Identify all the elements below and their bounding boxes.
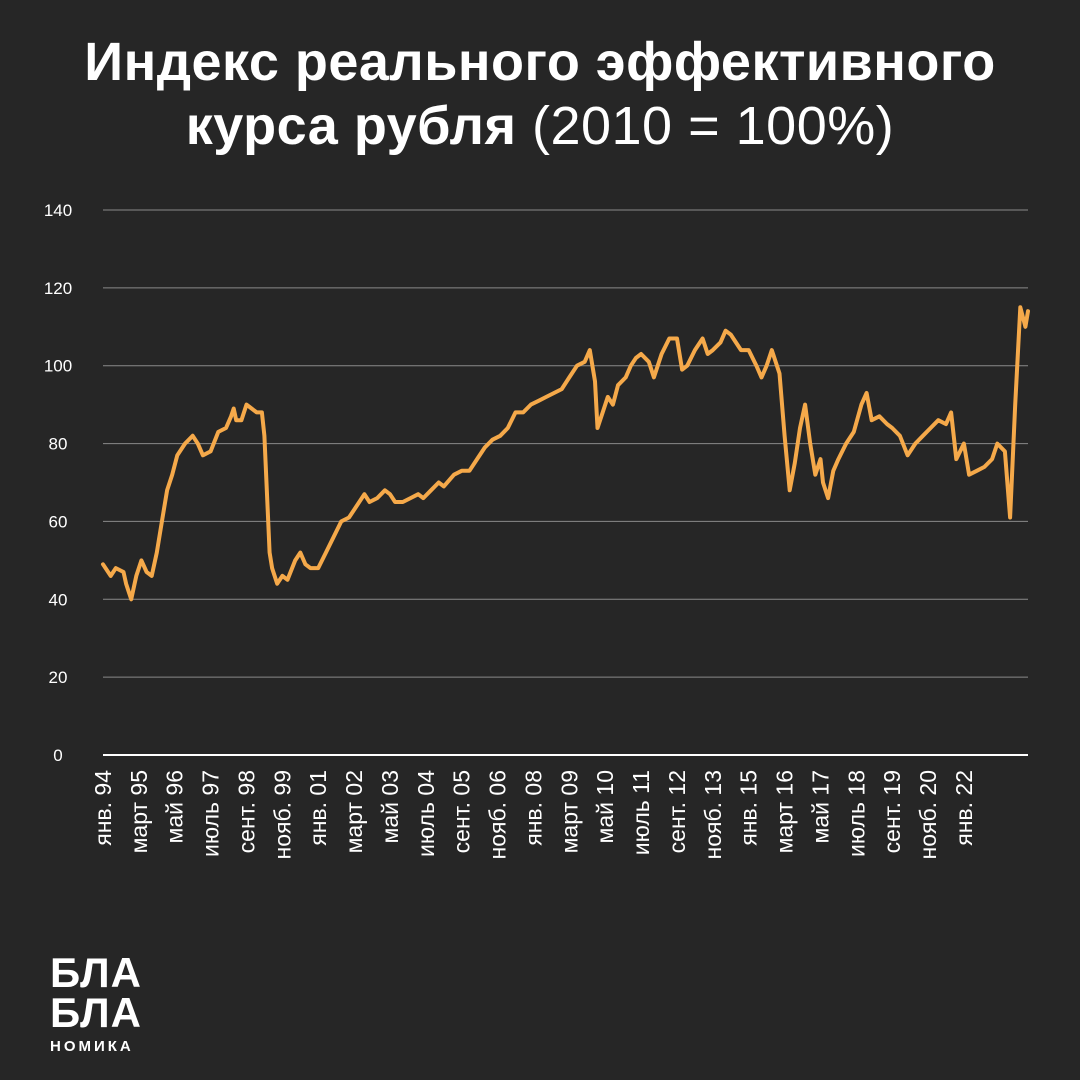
y-tick-label: 140 xyxy=(44,201,72,220)
chart-title-line2: курса рубля (2010 = 100%) xyxy=(0,94,1080,158)
y-tick-label: 20 xyxy=(49,668,68,687)
x-tick-label: сент. 05 xyxy=(449,770,475,853)
x-tick-label: нояб. 06 xyxy=(485,770,511,859)
x-tick-label: май 96 xyxy=(162,770,188,843)
logo-line2: БЛА xyxy=(50,989,142,1036)
chart-title: Индекс реального эффективного курса рубл… xyxy=(0,30,1080,158)
y-tick-label: 100 xyxy=(44,357,72,376)
x-tick-label: май 17 xyxy=(807,770,833,843)
grid xyxy=(103,209,1028,756)
x-tick-label: май 10 xyxy=(592,770,618,843)
y-tick-label: 40 xyxy=(49,590,68,609)
x-tick-label: март 02 xyxy=(341,770,367,853)
x-tick-label: сент. 19 xyxy=(879,770,905,853)
logo-line1: БЛА xyxy=(50,949,142,996)
x-tick-label: янв. 94 xyxy=(90,770,116,846)
series-line xyxy=(101,305,1030,602)
chart-title-subtitle: (2010 = 100%) xyxy=(516,96,895,156)
chart-title-line1: Индекс реального эффективного xyxy=(84,32,996,92)
x-tick-label: янв. 22 xyxy=(951,770,977,846)
x-tick-label: нояб. 20 xyxy=(915,770,941,859)
y-tick-label: 120 xyxy=(44,279,72,298)
x-tick-label: сент. 98 xyxy=(233,770,259,853)
x-tick-label: июль 04 xyxy=(413,770,439,857)
chart-title-bold: курса рубля xyxy=(185,96,517,156)
x-tick-label: янв. 08 xyxy=(520,770,546,846)
x-tick-label: янв. 15 xyxy=(736,770,762,846)
x-tick-label: март 09 xyxy=(556,770,582,853)
y-tick-label: 0 xyxy=(53,746,62,765)
logo-line3: НОМИКА xyxy=(50,1038,134,1055)
x-axis-ticks: янв. 94 март 95 май 96 июль 97 сент. 98 нояб.… xyxy=(90,770,977,860)
x-tick-label: янв. 01 xyxy=(305,770,331,846)
x-tick-label: май 03 xyxy=(377,770,403,843)
y-tick-label: 60 xyxy=(49,512,68,531)
y-axis-ticks: 0 20 40 60 80 100 120 140 xyxy=(44,201,72,765)
x-tick-label: сент. 12 xyxy=(664,770,690,853)
y-tick-label: 80 xyxy=(49,435,68,454)
x-tick-label: март 95 xyxy=(126,770,152,853)
x-tick-label: июль 18 xyxy=(843,770,869,857)
x-tick-label: нояб. 13 xyxy=(700,770,726,859)
brand-logo: БЛА БЛА НОМИКА xyxy=(50,949,142,1057)
x-tick-label: июль 97 xyxy=(198,770,224,857)
x-tick-label: март 16 xyxy=(772,770,798,853)
x-tick-label: июль 11 xyxy=(628,770,654,855)
series xyxy=(101,305,1030,602)
x-tick-label: нояб. 99 xyxy=(269,770,295,859)
